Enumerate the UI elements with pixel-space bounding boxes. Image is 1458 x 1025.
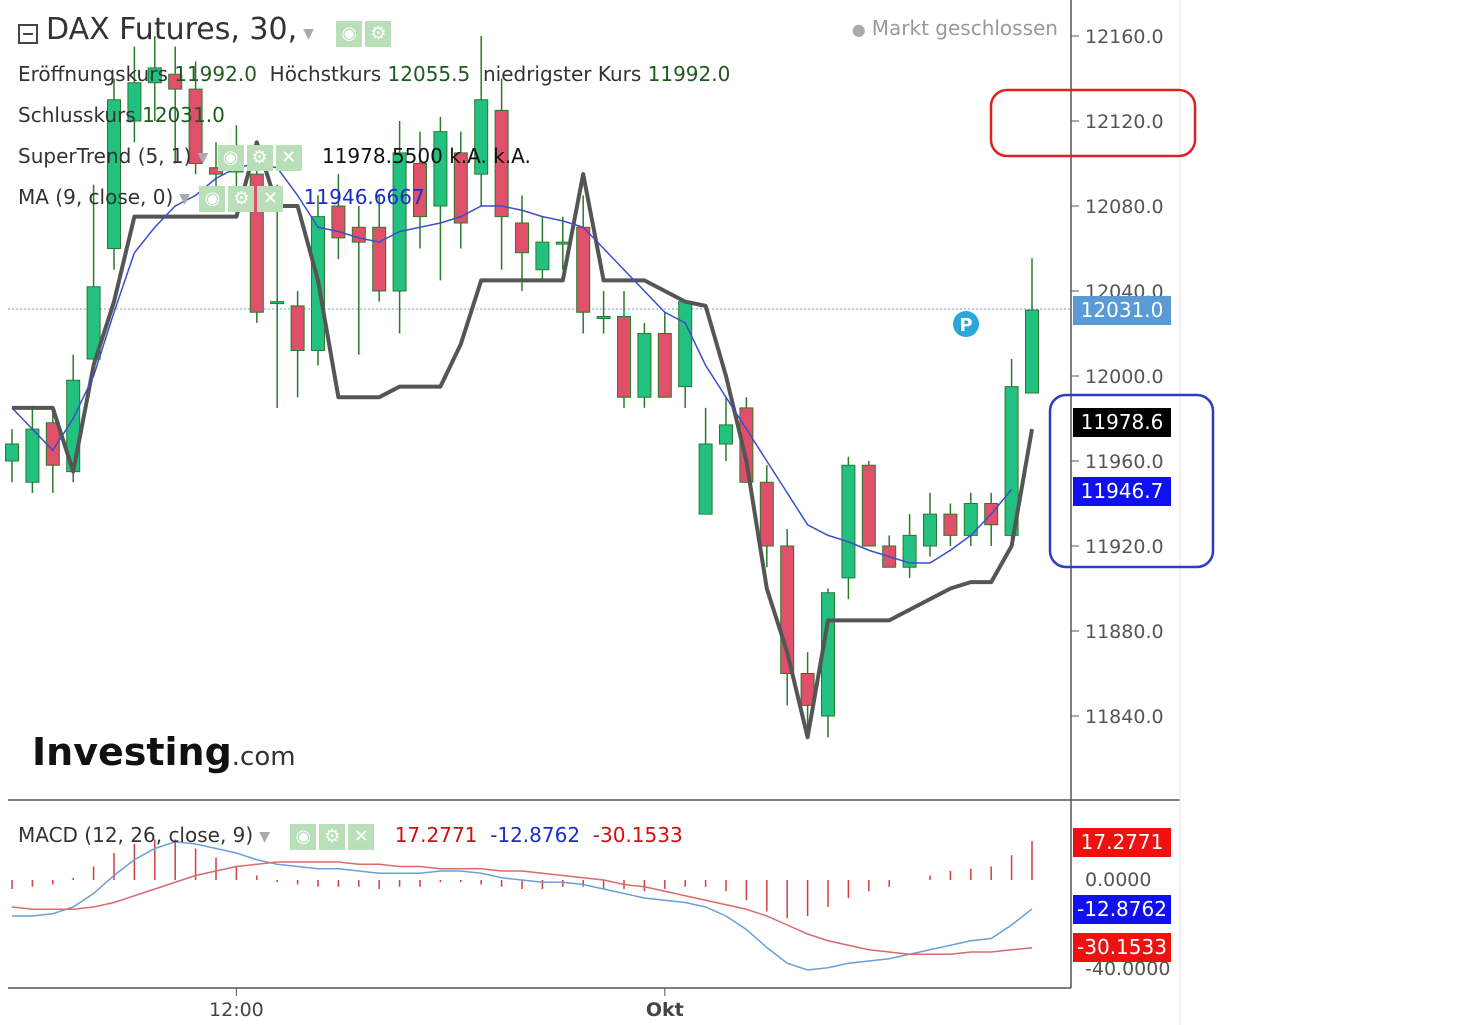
eye-icon[interactable]: ◉	[199, 185, 226, 212]
gear-icon[interactable]: ⚙	[365, 20, 392, 47]
close-icon[interactable]: ✕	[275, 144, 302, 171]
macd-line	[12, 840, 1033, 971]
collapse-toggle-icon[interactable]	[18, 23, 38, 44]
chevron-down-icon[interactable]: ▼	[179, 190, 191, 207]
ma-price-tag: 11946.7	[1073, 477, 1171, 506]
y-tick-label: 11920.0	[1085, 536, 1164, 558]
candle-body	[107, 99, 121, 249]
ma-line	[11, 162, 1013, 564]
y-tick-label: 12120.0	[1085, 111, 1164, 133]
candle-body	[515, 222, 529, 254]
candle-body	[372, 226, 387, 292]
candle-body	[1025, 309, 1039, 394]
status-dot-icon: ●	[851, 20, 866, 39]
candle-body	[351, 226, 366, 243]
candle-body	[392, 152, 407, 292]
y-tick-label: 12080.0	[1085, 196, 1164, 218]
gear-icon[interactable]: ⚙	[319, 823, 346, 850]
candle-body	[5, 443, 19, 462]
eye-icon[interactable]: ◉	[290, 823, 317, 850]
y-tick-label: 12160.0	[1085, 26, 1164, 48]
candle-body	[596, 316, 611, 319]
close-icon[interactable]: ✕	[257, 185, 284, 212]
chart-title: DAX Futures, 30,	[46, 12, 298, 47]
annotation-red-box	[989, 88, 1197, 158]
y-tick-label: 11960.0	[1085, 451, 1164, 473]
chevron-down-icon[interactable]: ▼	[259, 828, 270, 845]
candle-body	[290, 305, 305, 351]
supertrend-line	[12, 140, 1034, 740]
candle-body	[678, 301, 693, 388]
close-row: Schlusskurs 12031.0	[18, 103, 225, 127]
chart-title-row: DAX Futures, 30, ▼ ◉ ⚙	[18, 12, 392, 47]
candle-body	[168, 73, 183, 90]
close-icon[interactable]: ✕	[348, 823, 375, 850]
candle-body	[188, 88, 203, 164]
candle-body	[413, 163, 427, 218]
candle-body	[270, 301, 285, 305]
y-tick-label: 12000.0	[1085, 366, 1164, 388]
last-price-tag: 12031.0	[1073, 296, 1171, 325]
macd-signal-line	[11, 861, 1033, 955]
candle-body	[943, 513, 958, 536]
macd-signal-tag: -30.1533	[1073, 933, 1171, 962]
candle-body	[739, 407, 754, 483]
candle-body	[474, 99, 489, 175]
annotation-blue-box	[1048, 393, 1215, 569]
macd-min-label: -40.0000	[1085, 958, 1171, 980]
chevron-down-icon[interactable]: ▼	[303, 25, 314, 42]
x-tick-label: 12:00	[209, 999, 264, 1021]
supertrend-legend: SuperTrend (5, 1) ▼ ◉ ⚙ ✕ 11978.5500 k.A. k…	[18, 144, 531, 171]
candle-body	[209, 167, 223, 175]
candle-body	[861, 464, 876, 547]
candle-body	[331, 205, 346, 239]
candle-body	[453, 152, 468, 224]
candle-body	[433, 131, 448, 207]
supertrend-price-tag: 11978.6	[1073, 408, 1171, 437]
candle-body	[759, 481, 774, 547]
candle-body	[535, 241, 550, 271]
y-tick-label: 11880.0	[1085, 621, 1164, 643]
candle-body	[617, 316, 631, 398]
y-tick-label: 11840.0	[1085, 706, 1164, 728]
market-status: ● Markt geschlossen	[851, 16, 1058, 40]
candle-body	[902, 534, 917, 568]
candle-body	[698, 443, 713, 515]
candle-body	[555, 241, 570, 245]
candle-body	[25, 428, 40, 483]
candle-body	[576, 226, 591, 313]
gear-icon[interactable]: ⚙	[246, 144, 273, 171]
candle-body	[657, 333, 672, 398]
pivot-marker-label: P	[959, 315, 972, 336]
candle-body	[494, 109, 509, 218]
gear-icon[interactable]: ⚙	[228, 185, 255, 212]
pivot-marker-icon[interactable]	[953, 311, 979, 337]
candle-body	[841, 464, 856, 579]
candle-body	[147, 67, 162, 84]
x-tick-label: Okt	[646, 999, 684, 1021]
macd-hist-tag: 17.2771	[1073, 828, 1171, 857]
ma-legend: MA (9, close, 0) ▼ ◉ ⚙ ✕ 11946.6667	[18, 185, 425, 212]
eye-icon[interactable]: ◉	[217, 144, 244, 171]
candle-body	[719, 424, 733, 445]
eye-icon[interactable]: ◉	[336, 20, 363, 47]
candle-body	[127, 82, 142, 122]
candle-body	[637, 333, 652, 398]
macd-line-tag: -12.8762	[1073, 895, 1171, 924]
ohlc-row: Eröffnungskurs 11992.0 Höchstkurs 12055.…	[18, 62, 731, 86]
candle-body	[923, 513, 937, 547]
investing-logo: Investing.com	[32, 730, 296, 774]
chevron-down-icon[interactable]: ▼	[197, 149, 209, 166]
macd-zero-label: 0.0000	[1085, 869, 1152, 891]
macd-legend: MACD (12, 26, close, 9) ▼ ◉ ⚙ ✕ 17.2771 -12…	[18, 823, 683, 850]
